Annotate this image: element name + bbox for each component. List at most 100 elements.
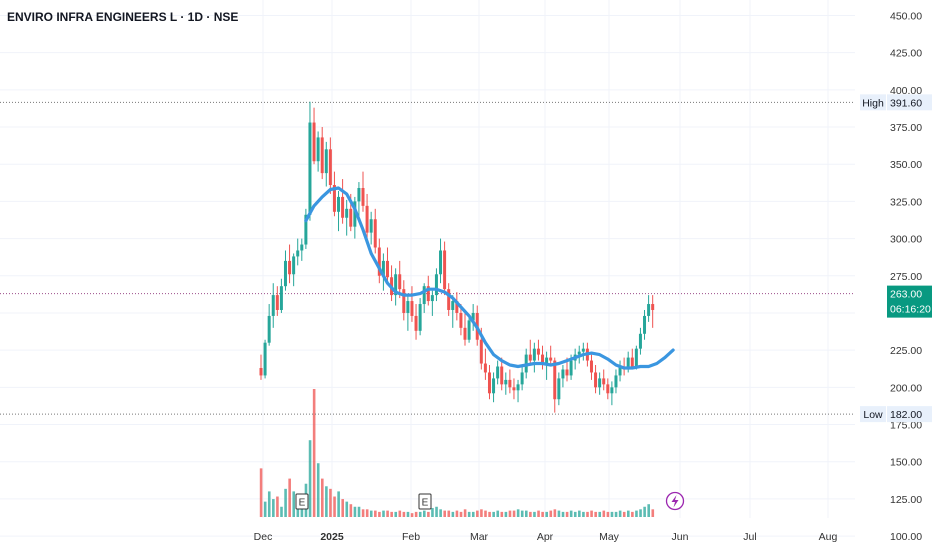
candle	[651, 295, 655, 328]
earnings-marker-1[interactable]: E	[295, 493, 309, 510]
candle	[402, 280, 406, 321]
level-value: 182.00	[890, 409, 922, 421]
candle	[463, 312, 467, 346]
candle	[606, 378, 610, 400]
candle	[643, 309, 647, 340]
volume-bar	[378, 511, 381, 517]
lightning-bolt-icon[interactable]	[665, 491, 685, 511]
candle	[267, 304, 271, 346]
volume-bar	[488, 511, 491, 517]
volume-bar	[553, 509, 557, 517]
bar-countdown: 06:16:20	[890, 304, 931, 316]
price-levels	[0, 101, 855, 415]
volume-bar	[321, 478, 324, 517]
y-tick-label: 275.00	[890, 271, 922, 283]
volume-bar	[386, 510, 389, 517]
volume-bar	[565, 511, 569, 517]
candle	[292, 253, 296, 287]
candlesticks	[259, 101, 655, 413]
volume-bar	[435, 506, 438, 517]
volume-bar	[598, 511, 602, 517]
candle	[528, 339, 532, 366]
candle	[390, 265, 394, 302]
volume-bar	[545, 511, 548, 517]
low-level-tag: Low 182.00	[860, 406, 932, 423]
y-tick-label: 200.00	[890, 382, 922, 394]
candle	[557, 372, 561, 406]
volume-bar	[333, 496, 336, 517]
volume-bar	[329, 488, 332, 517]
level-label-bg	[860, 94, 886, 111]
candle	[324, 141, 328, 187]
volume-bar	[325, 486, 328, 517]
candle	[451, 295, 455, 328]
volume-bar	[398, 510, 402, 517]
candle	[406, 295, 410, 331]
price-axis[interactable]: 450.00 425.00 400.00 375.00 350.00 325.00 300.…	[890, 10, 922, 543]
volume-bar	[284, 488, 287, 517]
earnings-marker-2[interactable]: E	[418, 493, 432, 510]
current-price-value: 263.00	[890, 289, 922, 301]
volume-bar	[312, 389, 316, 517]
candle	[414, 304, 418, 340]
volume-bar	[276, 496, 279, 517]
volume-bar	[369, 510, 373, 517]
volume-bar	[573, 511, 577, 517]
candle	[610, 381, 614, 406]
candle	[288, 244, 292, 284]
volume-bar	[382, 510, 385, 517]
volume-bar	[606, 511, 610, 517]
volume-bar	[529, 511, 532, 517]
candle	[316, 131, 320, 172]
candle	[614, 369, 618, 394]
candle	[422, 283, 426, 313]
candle	[520, 366, 524, 391]
volume-bar	[533, 511, 536, 517]
volume-bar	[586, 511, 589, 517]
candle	[296, 238, 300, 266]
candle	[259, 354, 263, 380]
candle	[541, 345, 545, 370]
volume-bar	[639, 509, 642, 517]
candle	[341, 179, 345, 224]
y-tick-label: 350.00	[890, 159, 922, 171]
candle	[439, 238, 443, 284]
volume-bar	[455, 510, 459, 517]
y-tick-label: 375.00	[890, 122, 922, 134]
y-tick-label: 300.00	[890, 234, 922, 246]
candle	[279, 278, 283, 313]
candle	[304, 208, 308, 249]
candle	[332, 171, 336, 217]
volume-bar	[582, 511, 585, 517]
x-tick-label: Aug	[819, 531, 838, 543]
candle	[385, 247, 389, 284]
volume-bar	[476, 510, 479, 517]
volume-bar	[520, 510, 524, 517]
grid	[0, 0, 855, 537]
volume-bar	[447, 510, 451, 517]
volume-bar	[467, 511, 471, 517]
volume-bar	[463, 509, 467, 517]
candle	[483, 348, 487, 380]
candle	[467, 315, 471, 343]
volume-bar	[561, 511, 565, 517]
candle	[263, 339, 267, 379]
time-axis[interactable]: Dec 2025 Feb Mar Apr May Jun Jul Aug	[254, 531, 838, 543]
candle	[418, 298, 422, 336]
volume-bar	[627, 510, 630, 517]
candle	[536, 339, 540, 361]
x-tick-label: 2025	[320, 531, 344, 543]
volume-bar	[402, 511, 406, 517]
candle	[492, 372, 496, 403]
volume-bar	[353, 506, 357, 517]
y-tick-label: 425.00	[890, 48, 922, 60]
candle	[365, 193, 369, 239]
candle	[434, 268, 438, 302]
volume-bar	[451, 511, 455, 517]
candle	[512, 378, 516, 400]
moving-average-line	[304, 186, 675, 370]
volume-bar	[418, 511, 422, 517]
volume-bar	[357, 506, 361, 517]
candle	[447, 283, 451, 316]
